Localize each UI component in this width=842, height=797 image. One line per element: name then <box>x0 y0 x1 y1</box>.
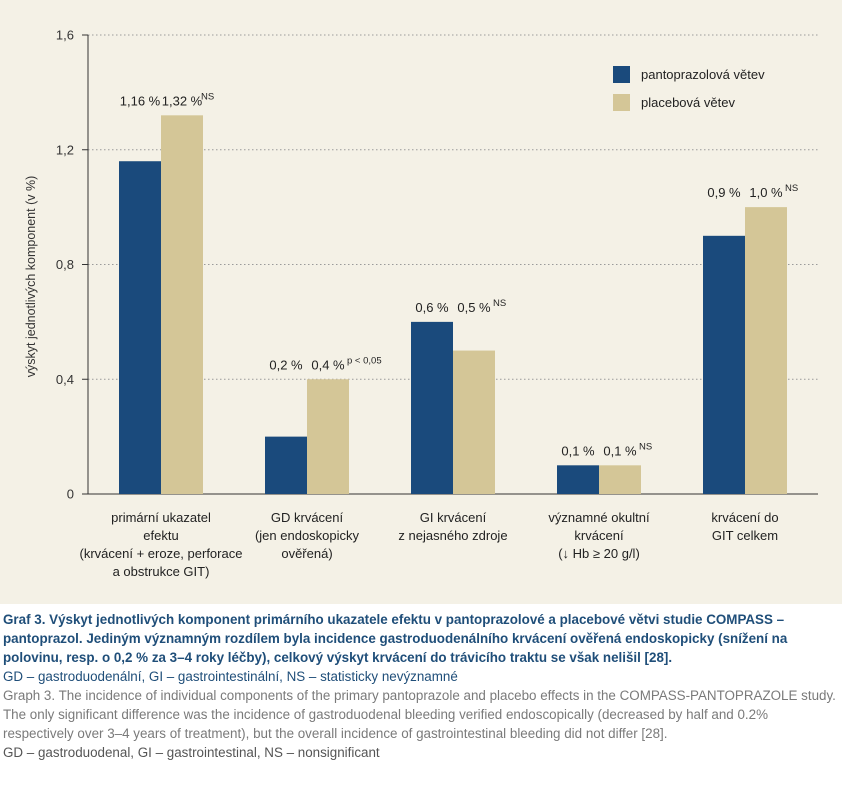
chart-panel: 0 0,4 0,8 1,2 1,6 výskyt jednotlivých kompone… <box>0 0 842 604</box>
category-label: GI krvácení <box>420 510 487 525</box>
category-label: (↓ Hb ≥ 20 g/l) <box>558 546 640 561</box>
bar-pantoprazole <box>703 235 745 494</box>
category-label: GD krvácení <box>271 510 344 525</box>
significance-annotation: NS <box>493 298 506 309</box>
data-label-pantoprazole: 0,6 % <box>415 300 449 315</box>
data-label-placebo: 1,32 % <box>162 93 203 108</box>
category-label: ověřená) <box>281 546 332 561</box>
legend-swatch <box>613 94 630 111</box>
bar-placebo <box>745 207 787 494</box>
category-label: primární ukazatel <box>111 510 211 525</box>
bar-pantoprazole <box>265 436 307 494</box>
category-label: krvácení <box>574 528 624 543</box>
caption-abbreviations-en: GD – gastroduodenal, GI – gastrointestin… <box>3 745 380 760</box>
significance-annotation: NS <box>785 183 798 194</box>
caption-abbreviations-cz: GD – gastroduodenální, GI – gastrointest… <box>3 669 458 684</box>
bar-pantoprazole <box>557 465 599 494</box>
caption-text-en: Graph 3. The incidence of individual com… <box>3 688 836 741</box>
y-tick-label: 1,6 <box>56 28 74 43</box>
data-label-placebo: 0,1 % <box>603 443 637 458</box>
bar-placebo <box>307 379 349 494</box>
significance-annotation: NS <box>201 91 214 102</box>
data-label-placebo: 1,0 % <box>749 185 783 200</box>
category-label: z nejasného zdroje <box>398 528 507 543</box>
data-label-placebo: 0,5 % <box>457 300 491 315</box>
bar-placebo <box>161 115 203 494</box>
figure-caption: Graf 3. Výskyt jednotlivých komponent pr… <box>3 610 839 762</box>
category-label: krvácení do <box>711 510 778 525</box>
significance-annotation: p < 0,05 <box>347 355 382 366</box>
data-label-pantoprazole: 0,9 % <box>707 185 741 200</box>
y-tick-label: 0,8 <box>56 257 74 272</box>
data-label-pantoprazole: 0,2 % <box>269 357 303 372</box>
significance-annotation: NS <box>639 441 652 452</box>
legend-label: placebová větev <box>641 95 735 110</box>
y-tick-label: 0 <box>67 487 74 502</box>
legend-label: pantoprazolová větev <box>641 67 765 82</box>
category-label: významné okultní <box>548 510 650 525</box>
category-label: (krvácení + eroze, perforace <box>80 546 243 561</box>
bar-placebo <box>453 350 495 494</box>
data-label-pantoprazole: 0,1 % <box>561 443 595 458</box>
category-label: efektu <box>143 528 178 543</box>
y-tick-label: 1,2 <box>56 142 74 157</box>
data-label-pantoprazole: 1,16 % <box>120 93 161 108</box>
y-axis-label: výskyt jednotlivých komponent (v %) <box>24 176 38 377</box>
bar-pantoprazole <box>119 161 161 494</box>
y-tick-label: 0,4 <box>56 372 74 387</box>
bar-chart: 0 0,4 0,8 1,2 1,6 výskyt jednotlivých kompone… <box>24 28 818 579</box>
caption-title-cz: Graf 3. Výskyt jednotlivých komponent pr… <box>3 612 788 665</box>
legend-swatch <box>613 66 630 83</box>
bar-placebo <box>599 465 641 494</box>
category-label: a obstrukce GIT) <box>113 564 210 579</box>
data-label-placebo: 0,4 % <box>311 357 345 372</box>
category-label: (jen endoskopicky <box>255 528 360 543</box>
bar-pantoprazole <box>411 321 453 494</box>
category-label: GIT celkem <box>712 528 778 543</box>
